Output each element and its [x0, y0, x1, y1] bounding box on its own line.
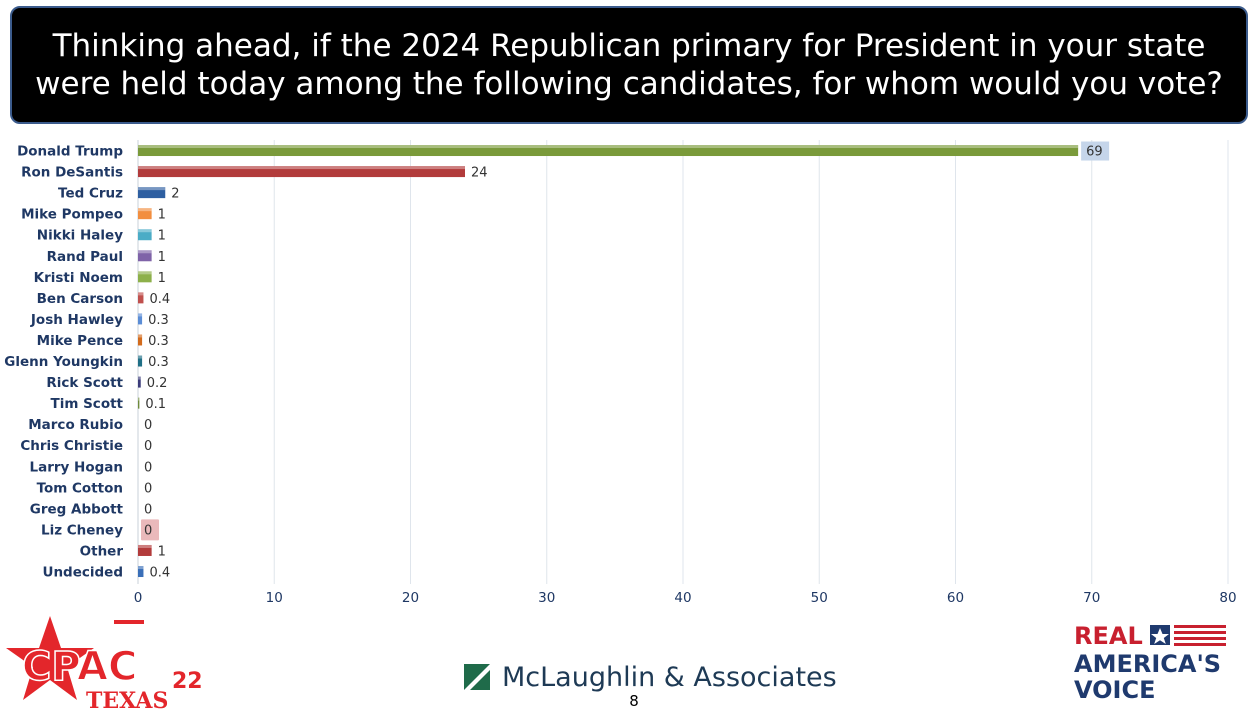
x-tick-label: 30 [538, 590, 555, 606]
page-number: 8 [629, 692, 639, 710]
bar-highlight [138, 397, 140, 401]
bar-highlight [138, 292, 144, 296]
value-label: 0 [144, 460, 152, 475]
category-label: Kristi Noem [34, 270, 123, 286]
cpac-logo-text: CPAC [22, 644, 137, 690]
bar-highlight [138, 271, 152, 275]
category-label: Ron DeSantis [21, 165, 123, 181]
bar [138, 566, 144, 578]
bar [138, 229, 152, 241]
bar [138, 376, 141, 388]
bar [138, 166, 465, 178]
value-label: 1 [158, 250, 166, 265]
bar-highlight [138, 376, 141, 380]
star-icon [6, 616, 94, 700]
bar-highlight [138, 250, 152, 254]
bar-highlight [138, 187, 166, 191]
category-label: Rand Paul [47, 249, 123, 265]
bar-highlight [138, 313, 143, 317]
value-label: 0 [144, 418, 152, 433]
value-label: 0.2 [147, 376, 168, 391]
cpac-texas-logo: CPAC 22 TEXAS [6, 616, 203, 710]
bar [138, 397, 140, 409]
category-label: Ben Carson [37, 291, 123, 307]
category-label: Glenn Youngkin [4, 354, 123, 370]
value-label: 0.1 [145, 397, 166, 412]
category-label: Mike Pence [37, 333, 123, 349]
bar-highlight [138, 208, 152, 212]
bar [138, 292, 144, 304]
bar [138, 313, 143, 325]
value-label: 0.3 [148, 334, 169, 349]
value-label: 0.4 [149, 566, 170, 581]
rav-line1: REAL [1074, 622, 1143, 650]
x-tick-label: 50 [811, 590, 828, 606]
category-label: Tim Scott [50, 396, 123, 412]
category-label: Tom Cotton [37, 480, 123, 496]
bar-highlight [138, 229, 152, 233]
category-label: Mike Pompeo [21, 207, 123, 223]
real-americas-voice-logo: REAL AMERICA'S VOICE [1074, 622, 1226, 704]
category-label: Donald Trump [17, 144, 123, 160]
category-label: Rick Scott [46, 375, 123, 391]
category-label: Other [80, 543, 124, 559]
bar-highlight [138, 334, 143, 338]
bar-chart: Donald Trump Ron DeSantis Ted Cruz Mike Pom… [4, 140, 1237, 606]
rav-line2: AMERICA'S [1074, 650, 1221, 678]
cpac-logo-sub: TEXAS [86, 688, 168, 710]
category-label: Ted Cruz [58, 186, 123, 202]
value-label: 1 [158, 544, 166, 559]
value-label: 0.3 [148, 355, 169, 370]
bar [138, 334, 143, 346]
value-label: 0 [144, 439, 152, 454]
cpac-logo-year: 22 [172, 669, 203, 694]
value-label: 69 [1086, 145, 1103, 160]
bar-highlight [138, 544, 152, 548]
bar-highlight [138, 566, 144, 570]
bar [138, 271, 152, 283]
x-tick-label: 70 [1083, 590, 1100, 606]
value-label-highlight [1081, 141, 1110, 161]
value-label: 1 [158, 271, 166, 286]
value-label: 1 [158, 229, 166, 244]
mclaughlin-text: McLaughlin & Associates [502, 661, 837, 693]
value-label: 2 [171, 187, 179, 202]
bar [138, 355, 143, 367]
x-tick-label: 40 [674, 590, 691, 606]
value-label: 1 [158, 208, 166, 223]
bar [138, 544, 152, 556]
x-tick-label: 10 [266, 590, 283, 606]
category-label: Nikki Haley [37, 228, 123, 244]
chart-title: Thinking ahead, if the 2024 Republican p… [10, 6, 1248, 124]
x-tick-label: 20 [402, 590, 419, 606]
value-label: 0.3 [148, 313, 169, 328]
bar [138, 250, 152, 262]
x-tick-label: 60 [947, 590, 964, 606]
bar-highlight [138, 145, 1079, 149]
mclaughlin-logo: McLaughlin & Associates [464, 660, 837, 694]
bar [138, 145, 1079, 157]
bar-highlight [138, 355, 143, 359]
value-label: 24 [471, 166, 488, 181]
category-label: Josh Hawley [30, 312, 123, 328]
category-label: Undecided [42, 565, 123, 581]
value-label-highlight [141, 519, 159, 541]
bar [138, 208, 152, 220]
value-label: 0 [144, 502, 152, 517]
oil-derrick-icon [114, 620, 144, 624]
rav-line3: VOICE [1074, 676, 1156, 704]
bar [138, 187, 166, 199]
x-tick-label: 0 [134, 590, 143, 606]
bar-highlight [138, 166, 465, 170]
category-label: Greg Abbott [30, 501, 124, 517]
x-tick-label: 80 [1219, 590, 1236, 606]
value-label: 0.4 [149, 292, 170, 307]
mclaughlin-mark-icon [464, 664, 490, 690]
value-label: 0 [144, 481, 152, 496]
category-label: Liz Cheney [41, 522, 123, 538]
category-label: Larry Hogan [30, 459, 124, 475]
value-label: 0 [144, 523, 152, 538]
category-label: Chris Christie [20, 438, 123, 454]
category-label: Marco Rubio [28, 417, 123, 433]
